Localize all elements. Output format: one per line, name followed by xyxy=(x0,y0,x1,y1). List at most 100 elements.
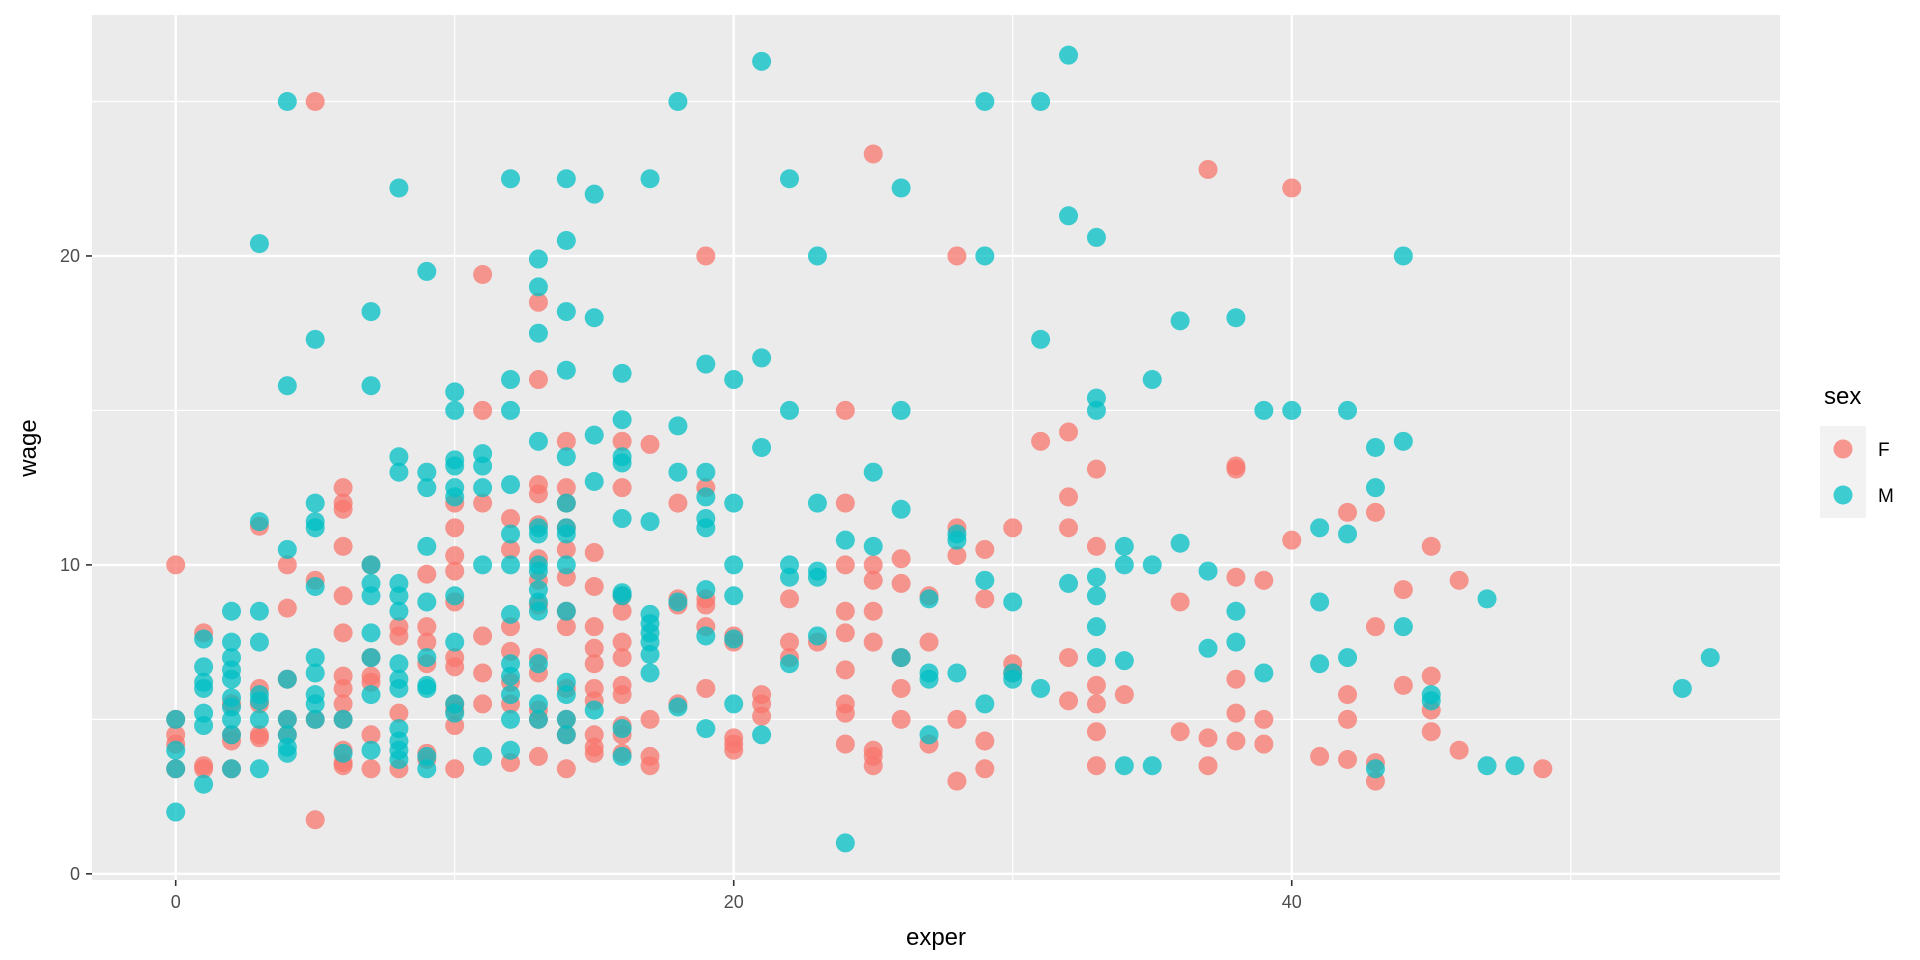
scatter-point-F xyxy=(1338,502,1358,522)
scatter-point-F xyxy=(947,771,967,791)
scatter-point-F xyxy=(556,759,576,779)
scatter-point-M xyxy=(166,802,186,822)
scatter-point-F xyxy=(891,573,911,593)
scatter-point-M xyxy=(1421,691,1441,711)
scatter-point-F xyxy=(473,694,493,714)
scatter-point-M xyxy=(780,169,800,189)
scatter-point-F xyxy=(166,555,186,575)
scatter-point-M xyxy=(445,586,465,606)
scatter-point-M xyxy=(891,400,911,420)
scatter-point-M xyxy=(780,567,800,587)
scatter-point-F xyxy=(473,626,493,646)
scatter-point-F xyxy=(863,555,883,575)
scatter-point-M xyxy=(194,629,214,649)
scatter-point-M xyxy=(1310,592,1330,612)
scatter-point-M xyxy=(445,456,465,476)
scatter-point-M xyxy=(1393,617,1413,637)
scatter-point-F xyxy=(780,632,800,652)
scatter-point-M xyxy=(249,234,269,254)
scatter-point-F xyxy=(1282,178,1302,198)
scatter-point-M xyxy=(780,654,800,674)
scatter-point-F xyxy=(528,484,548,504)
scatter-point-M xyxy=(222,601,242,621)
scatter-point-F xyxy=(612,601,632,621)
scatter-point-M xyxy=(501,475,521,495)
scatter-point-M xyxy=(501,685,521,705)
scatter-point-M xyxy=(501,169,521,189)
scatter-point-F xyxy=(1170,592,1190,612)
scatter-point-F xyxy=(1086,675,1106,695)
scatter-point-M xyxy=(501,370,521,390)
scatter-point-M xyxy=(389,601,409,621)
scatter-point-F xyxy=(1254,570,1274,590)
scatter-point-M xyxy=(1086,227,1106,247)
scatter-point-M xyxy=(891,648,911,668)
scatter-point-F xyxy=(333,536,353,556)
scatter-point-F xyxy=(1226,567,1246,587)
scatter-point-F xyxy=(277,598,297,618)
scatter-point-F xyxy=(891,549,911,569)
scatter-point-M xyxy=(1142,555,1162,575)
scatter-point-M xyxy=(612,586,632,606)
scatter-point-M xyxy=(1086,567,1106,587)
scatter-point-F xyxy=(975,759,995,779)
scatter-point-M xyxy=(668,462,688,482)
scatter-point-M xyxy=(807,567,827,587)
scatter-point-F xyxy=(1003,518,1023,538)
scatter-point-M xyxy=(501,555,521,575)
scatter-point-M xyxy=(1003,669,1023,689)
scatter-point-F xyxy=(1338,685,1358,705)
scatter-point-F xyxy=(361,725,381,745)
scatter-point-M xyxy=(724,694,744,714)
scatter-point-M xyxy=(752,51,772,71)
scatter-point-M xyxy=(1086,617,1106,637)
scatter-point-M xyxy=(389,678,409,698)
scatter-point-M xyxy=(975,570,995,590)
y-axis-title: wage xyxy=(15,419,42,477)
scatter-point-M xyxy=(222,632,242,652)
x-tick-label: 0 xyxy=(171,892,181,912)
scatter-point-M xyxy=(473,478,493,498)
scatter-point-M xyxy=(640,512,660,532)
scatter-point-F xyxy=(1086,722,1106,742)
scatter-point-F xyxy=(1254,734,1274,754)
scatter-point-F xyxy=(752,706,772,726)
scatter-point-M xyxy=(473,555,493,575)
scatter-point-M xyxy=(389,447,409,467)
scatter-point-M xyxy=(556,169,576,189)
scatter-point-M xyxy=(1086,586,1106,606)
scatter-point-M xyxy=(975,694,995,714)
scatter-point-F xyxy=(445,759,465,779)
scatter-point-F xyxy=(473,400,493,420)
scatter-point-M xyxy=(277,376,297,396)
legend-label-M: M xyxy=(1878,486,1894,507)
scatter-point-F xyxy=(333,586,353,606)
scatter-point-M xyxy=(417,478,437,498)
scatter-point-M xyxy=(528,323,548,343)
scatter-point-M xyxy=(528,694,548,714)
scatter-point-F xyxy=(1059,487,1079,507)
scatter-point-F xyxy=(333,678,353,698)
scatter-point-F xyxy=(277,555,297,575)
scatter-point-F xyxy=(445,561,465,581)
scatter-point-F xyxy=(1059,518,1079,538)
scatter-point-M xyxy=(305,694,325,714)
scatter-point-M xyxy=(501,666,521,686)
scatter-point-M xyxy=(1672,678,1692,698)
scatter-point-M xyxy=(1031,92,1051,111)
scatter-point-F xyxy=(891,678,911,698)
scatter-point-F xyxy=(780,589,800,609)
scatter-point-F xyxy=(640,756,660,776)
scatter-point-M xyxy=(1338,648,1358,668)
scatter-point-F xyxy=(835,400,855,420)
scatter-point-M xyxy=(724,629,744,649)
scatter-point-M xyxy=(863,536,883,556)
scatter-point-M xyxy=(445,703,465,723)
legend: sex FM xyxy=(1820,383,1894,518)
scatter-point-F xyxy=(1031,431,1051,451)
scatter-point-M xyxy=(612,363,632,383)
scatter-point-M xyxy=(445,400,465,420)
scatter-point-M xyxy=(1393,431,1413,451)
scatter-point-F xyxy=(612,685,632,705)
scatter-point-F xyxy=(1393,675,1413,695)
